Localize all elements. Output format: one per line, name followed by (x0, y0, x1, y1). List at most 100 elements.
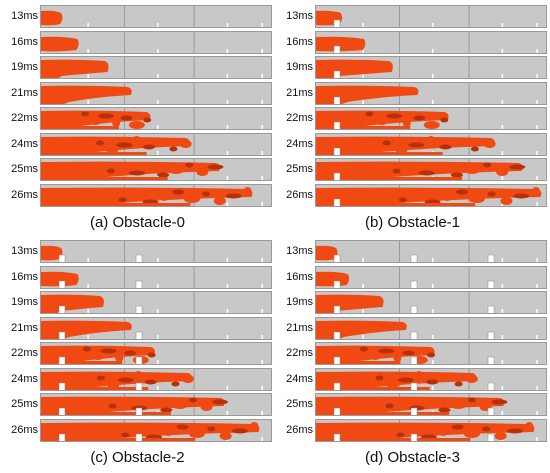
floor-tick (536, 258, 538, 262)
time-label: 24ms (286, 372, 313, 385)
floor-tick (261, 176, 263, 180)
flame-front (41, 345, 156, 364)
flame-snapshot (41, 266, 263, 288)
floor-tick (501, 258, 504, 262)
flame-front (41, 59, 109, 78)
flame-snapshot (41, 159, 263, 180)
obstacle-block (333, 45, 341, 53)
floor-tick (226, 48, 229, 53)
floor-tick (501, 125, 504, 129)
floor-tick (536, 150, 538, 155)
floor-tick (157, 150, 159, 155)
obstacle-block (333, 356, 341, 364)
obstacle-block (333, 254, 341, 262)
floor-tick (536, 125, 538, 129)
floor-tick (536, 99, 538, 104)
time-label: 16ms (286, 35, 313, 48)
time-label: 25ms (11, 163, 38, 175)
floor-tick (501, 360, 504, 364)
obstacle-block (135, 356, 143, 364)
obstacle-block (410, 433, 418, 441)
floor-tick (432, 74, 434, 78)
channel-strip (315, 132, 547, 156)
time-label: 22ms (11, 347, 38, 359)
flame-snapshot (316, 57, 538, 78)
channel-strip (40, 132, 272, 156)
time-label: 13ms (11, 245, 38, 257)
frame-row: 21ms (275, 81, 550, 106)
floor-tick (87, 334, 89, 339)
floor-tick (536, 309, 538, 313)
obstacle-block (410, 356, 418, 364)
frame-row: 22ms (275, 106, 550, 131)
floor-tick (501, 23, 504, 27)
floor-tick (226, 99, 229, 104)
floor-tick (226, 125, 229, 129)
channel-strip (40, 291, 272, 314)
channel-strip (40, 107, 272, 130)
floor-tick (261, 283, 263, 288)
frame-row: 22ms (0, 106, 275, 131)
flame-front (316, 396, 508, 415)
obstacle-block (333, 70, 341, 78)
floor-tick (87, 309, 89, 313)
time-label: 24ms (11, 372, 38, 385)
frame-row: 16ms (275, 30, 550, 55)
floor-tick (261, 48, 263, 53)
floor-tick (157, 125, 159, 129)
floor-tick (87, 283, 89, 288)
obstacle-block (487, 280, 495, 288)
flame-snapshot (316, 292, 538, 313)
obstacle-block (410, 331, 418, 339)
frame-row: 24ms (275, 367, 550, 392)
flame-snapshot (41, 31, 263, 53)
floor-tick (87, 258, 89, 262)
flame-front (316, 320, 407, 339)
floor-tick (536, 385, 538, 390)
flame-snapshot (316, 419, 538, 441)
panel-caption: (a) Obstacle-0 (89, 214, 186, 231)
floor-tick (226, 411, 229, 415)
floor-tick (261, 201, 263, 206)
floor-tick (536, 436, 538, 441)
time-label: 22ms (11, 112, 38, 124)
flame-snapshot (41, 184, 263, 206)
flame-front (41, 135, 192, 155)
floor-tick (432, 258, 434, 262)
obstacle-block (58, 331, 66, 339)
channel-strip (315, 30, 547, 54)
flame-snapshot (41, 368, 263, 390)
frame-row: 26ms (275, 418, 550, 443)
frame-row: 21ms (0, 316, 275, 341)
floor-tick (501, 201, 504, 206)
frame-row: 21ms (0, 81, 275, 106)
channel-strip (40, 367, 272, 391)
flame-front (316, 85, 419, 104)
channel-strip (40, 418, 272, 442)
floor-tick (157, 309, 159, 313)
frame-row: 25ms (275, 392, 550, 417)
floor-tick (226, 74, 229, 78)
floor-tick (261, 74, 263, 78)
channel-strip (40, 240, 272, 263)
flame-front (41, 110, 152, 129)
obstacle-block (135, 433, 143, 441)
frame-row: 22ms (0, 341, 275, 366)
flame-snapshot (41, 82, 263, 104)
frame-row: 13ms (0, 239, 275, 264)
frame-row: 13ms (275, 4, 550, 29)
time-label: 22ms (286, 347, 313, 359)
obstacle-block (135, 305, 143, 313)
flame-front (316, 271, 350, 286)
floor-tick (87, 48, 89, 53)
frame-row: 25ms (275, 157, 550, 182)
floor-tick (261, 436, 263, 441)
obstacle-block (410, 254, 418, 262)
obstacle-block (333, 147, 341, 155)
floor-tick (501, 385, 504, 390)
obstacle-block (333, 280, 341, 288)
floor-tick (226, 360, 229, 364)
frame-row: 13ms (275, 239, 550, 264)
obstacle-block (410, 280, 418, 288)
floor-tick (501, 150, 504, 155)
